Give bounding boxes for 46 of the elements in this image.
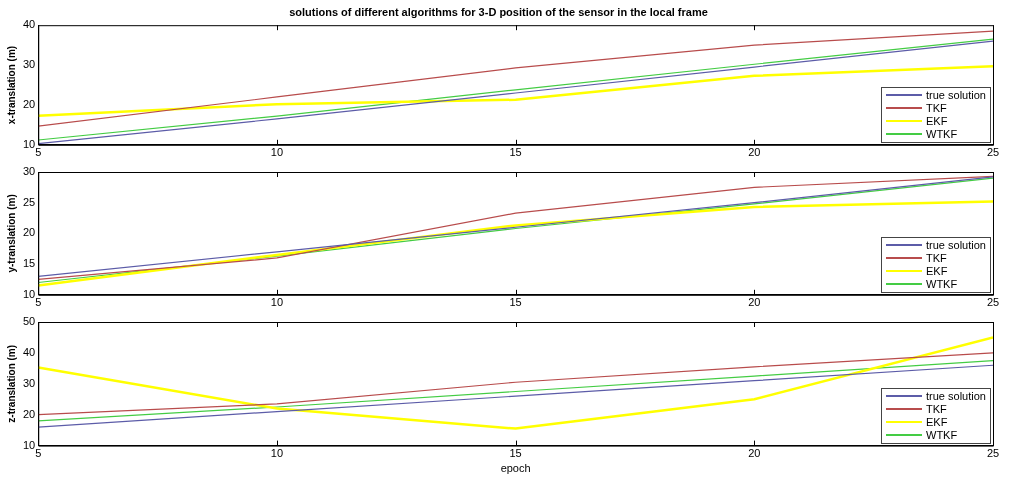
legend-label: true solution	[926, 88, 986, 102]
x-tick-label: 5	[35, 146, 42, 159]
y-tick-label: 20	[22, 407, 36, 420]
chart-title: solutions of different algorithms for 3-D position of the sensor in the local frame	[289, 5, 708, 18]
y-tick-label: 30	[22, 58, 36, 71]
x-tick-label: 15	[509, 447, 522, 460]
x-tick-label: 20	[748, 447, 761, 460]
x-tick-label: 25	[986, 447, 1000, 460]
x-tick-label: 20	[748, 146, 761, 159]
legend-label: TKF	[926, 101, 947, 115]
y-tick-label: 40	[22, 345, 36, 358]
y-tick-label: 10	[22, 137, 36, 150]
legend-label: EKF	[926, 415, 948, 429]
legend-label: true solution	[926, 389, 986, 403]
legend-label: true solution	[926, 238, 986, 252]
legend-label: WTKF	[926, 428, 958, 442]
y-tick-label: 50	[22, 315, 36, 328]
legend-label: EKF	[926, 264, 948, 278]
x-tick-label: 20	[748, 296, 761, 309]
legend-label: TKF	[926, 251, 947, 265]
y-axis-title: z-translation (m)	[5, 344, 17, 423]
x-tick-label: 15	[509, 146, 522, 159]
x-tick-label: 10	[270, 447, 284, 460]
y-tick-label: 30	[22, 165, 36, 178]
y-tick-label: 10	[22, 438, 36, 451]
legend-label: EKF	[926, 114, 948, 128]
y-axis-title: y-translation (m)	[5, 194, 17, 273]
x-axis-title: epoch	[500, 462, 531, 475]
x-tick-label: 5	[35, 296, 42, 309]
y-tick-label: 10	[22, 287, 36, 300]
legend-label: TKF	[926, 402, 947, 416]
y-tick-label: 40	[22, 18, 36, 31]
x-tick-label: 25	[986, 146, 1000, 159]
y-axis-title: x-translation (m)	[5, 45, 17, 125]
legend-label: WTKF	[926, 277, 958, 291]
legend-label: WTKF	[926, 127, 958, 141]
x-tick-label: 5	[35, 447, 42, 460]
y-tick-label: 25	[22, 195, 36, 208]
x-tick-label: 15	[509, 296, 522, 309]
y-tick-label: 15	[22, 257, 36, 270]
x-tick-label: 10	[270, 296, 284, 309]
y-tick-label: 20	[22, 226, 36, 239]
y-tick-label: 20	[22, 97, 36, 110]
y-tick-label: 30	[22, 376, 36, 389]
x-tick-label: 10	[270, 146, 284, 159]
x-tick-label: 25	[986, 296, 1000, 309]
